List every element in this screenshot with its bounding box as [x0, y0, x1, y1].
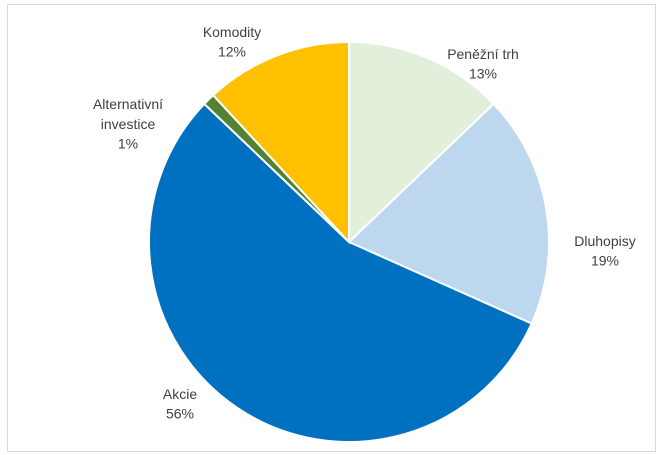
category-label: Akcie — [163, 386, 197, 402]
category-label: Dluhopisy — [574, 233, 635, 249]
category-label-line: Alternativní — [93, 96, 163, 112]
category-label-line: investice — [101, 116, 156, 132]
value-label: 13% — [469, 66, 497, 82]
value-label: 56% — [166, 406, 194, 422]
value-label: 1% — [118, 136, 138, 152]
category-label: Alternativní investice — [93, 96, 163, 132]
category-label-line: Dluhopisy — [574, 233, 635, 249]
category-label: Peněžní trh — [447, 46, 519, 62]
category-label-line: Komodity — [203, 24, 261, 40]
category-label-line: Peněžní trh — [447, 46, 519, 62]
pie-slice — [348, 40, 496, 245]
pie-slice — [211, 40, 350, 245]
category-label: Komodity — [203, 24, 261, 40]
value-label: 19% — [591, 253, 619, 269]
pie-slice — [148, 102, 533, 443]
category-label-line: Akcie — [163, 386, 197, 402]
value-label: 12% — [218, 44, 246, 60]
pie-slice — [347, 102, 550, 325]
